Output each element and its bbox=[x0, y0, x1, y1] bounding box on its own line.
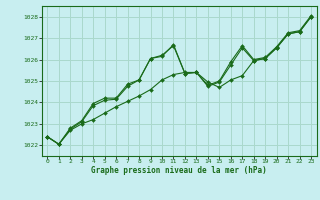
X-axis label: Graphe pression niveau de la mer (hPa): Graphe pression niveau de la mer (hPa) bbox=[91, 166, 267, 175]
